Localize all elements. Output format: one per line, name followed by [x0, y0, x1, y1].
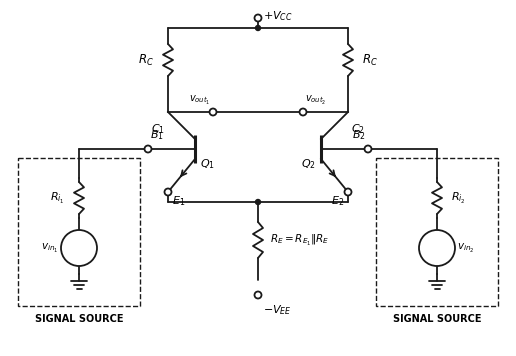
Circle shape [144, 146, 152, 152]
Text: $B_1$: $B_1$ [150, 128, 164, 142]
Bar [376, 158, 498, 306]
Text: SIGNAL SOURCE: SIGNAL SOURCE [35, 314, 123, 324]
Circle shape [254, 292, 262, 298]
Text: SIGNAL SOURCE: SIGNAL SOURCE [393, 314, 481, 324]
Circle shape [419, 230, 455, 266]
Text: +: + [428, 236, 437, 246]
Text: $v_{in_2}$: $v_{in_2}$ [457, 241, 475, 255]
Circle shape [345, 188, 351, 195]
Bar [18, 158, 140, 306]
Text: $Q_1$: $Q_1$ [200, 157, 215, 171]
Text: $-$: $-$ [426, 248, 438, 262]
Text: $C_2$: $C_2$ [351, 122, 365, 136]
Circle shape [299, 109, 307, 115]
Circle shape [209, 109, 217, 115]
Text: $v_{out_1}$: $v_{out_1}$ [189, 94, 211, 107]
Circle shape [165, 188, 171, 195]
Text: +: + [70, 236, 78, 246]
Text: $R_{i_1}$: $R_{i_1}$ [50, 190, 65, 205]
Text: $R_E = R_{E_1} \Vert R_E$: $R_E = R_{E_1} \Vert R_E$ [270, 232, 329, 247]
Text: $B_2$: $B_2$ [352, 128, 366, 142]
Text: $R_C$: $R_C$ [362, 52, 378, 68]
Text: $R_{i_2}$: $R_{i_2}$ [451, 190, 466, 205]
Text: $v_{in_1}$: $v_{in_1}$ [41, 241, 59, 255]
Text: $E_1$: $E_1$ [172, 194, 185, 208]
Circle shape [61, 230, 97, 266]
Text: $-$: $-$ [69, 248, 79, 262]
Circle shape [254, 15, 262, 21]
Text: $v_{out_2}$: $v_{out_2}$ [305, 94, 327, 107]
Text: $-V_{EE}$: $-V_{EE}$ [263, 303, 292, 317]
Text: $Q_2$: $Q_2$ [301, 157, 316, 171]
Text: $E_2$: $E_2$ [331, 194, 344, 208]
Circle shape [255, 26, 261, 31]
Circle shape [255, 199, 261, 204]
Text: $C_1$: $C_1$ [151, 122, 165, 136]
Circle shape [364, 146, 372, 152]
Text: $R_C$: $R_C$ [138, 52, 154, 68]
Text: $+V_{CC}$: $+V_{CC}$ [263, 9, 293, 23]
